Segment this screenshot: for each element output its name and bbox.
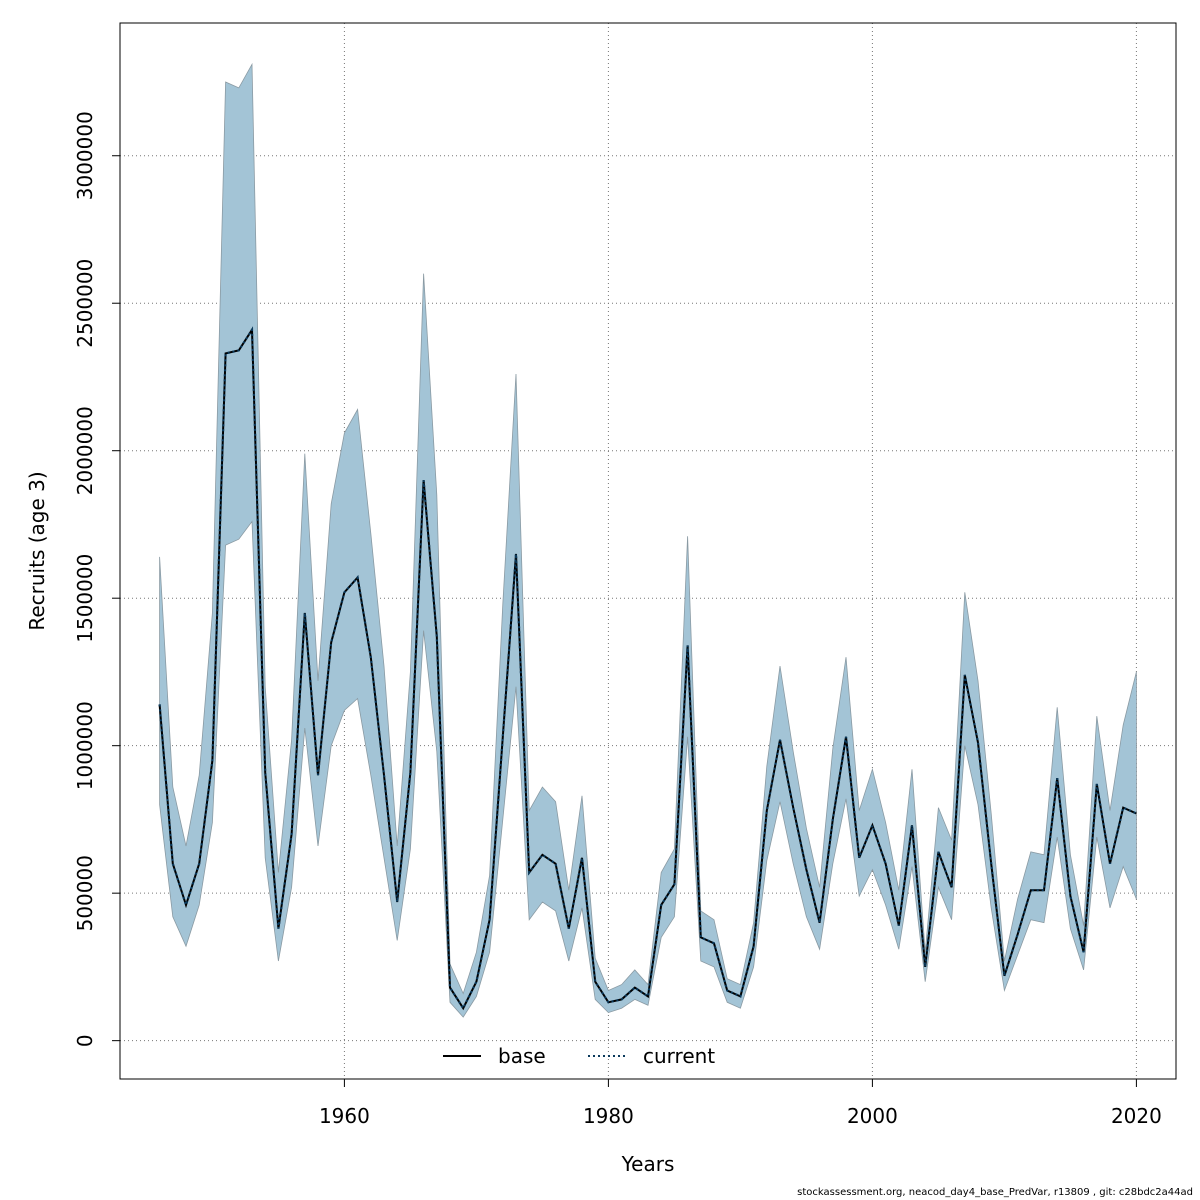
x-tick-label: 1980 bbox=[583, 1104, 634, 1128]
y-tick-label: 2500000 bbox=[73, 259, 97, 348]
confidence-band bbox=[159, 62, 1137, 1018]
x-axis-ticks: 1960 1980 2000 2020 bbox=[319, 1079, 1162, 1128]
legend-current-label: current bbox=[643, 1044, 715, 1068]
legend: base current bbox=[443, 1044, 715, 1068]
y-tick-label: 500000 bbox=[73, 855, 97, 931]
y-tick-label: 2000000 bbox=[73, 406, 97, 495]
current-series-line bbox=[158, 326, 1137, 1011]
footer-note: stockassessment.org, neacod_day4_base_Pr… bbox=[797, 1187, 1193, 1198]
y-tick-label: 1000000 bbox=[73, 701, 97, 790]
y-tick-label: 3000000 bbox=[73, 111, 97, 200]
y-axis-ticks: 0 500000 1000000 1500000 2000000 2500000 30000… bbox=[73, 111, 120, 1047]
x-tick-label: 2020 bbox=[1111, 1104, 1162, 1128]
x-tick-label: 2000 bbox=[847, 1104, 898, 1128]
x-tick-label: 1960 bbox=[319, 1104, 370, 1128]
y-tick-label: 1500000 bbox=[73, 554, 97, 643]
legend-base-label: base bbox=[498, 1044, 546, 1068]
y-tick-label: 0 bbox=[73, 1034, 97, 1047]
x-axis-title: Years bbox=[621, 1152, 675, 1176]
y-axis-title: Recruits (age 3) bbox=[25, 471, 49, 630]
plot-frame bbox=[119, 22, 1177, 1080]
